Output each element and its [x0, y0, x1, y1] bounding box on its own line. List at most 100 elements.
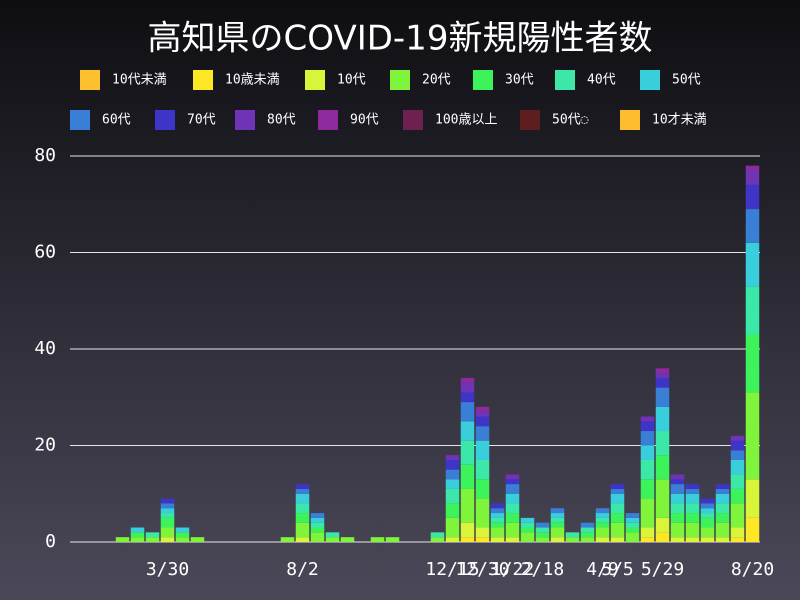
- bar-segment: [175, 527, 190, 533]
- bar-segment: [535, 537, 550, 542]
- bar-segment: [460, 392, 475, 403]
- bar-segment: [535, 532, 550, 538]
- bar-segment: [460, 488, 475, 523]
- bar-segment: [655, 455, 670, 480]
- bar-segment: [565, 532, 580, 538]
- bar-segment: [640, 445, 655, 460]
- bar-segment: [460, 522, 475, 538]
- bar-segment: [685, 484, 700, 489]
- bar-segment: [655, 479, 670, 518]
- bar-segment: [160, 527, 175, 538]
- bar-segment: [625, 513, 640, 518]
- bar-segment: [145, 532, 160, 538]
- bar-segment: [490, 508, 505, 514]
- bar-segment: [730, 527, 745, 538]
- bar-segment: [520, 532, 535, 542]
- bar-segment: [490, 527, 505, 538]
- bar-segment: [310, 517, 325, 523]
- bar-segment: [745, 334, 760, 393]
- bar-segment: [475, 479, 490, 499]
- bar-segment: [730, 474, 745, 489]
- bar-segment: [580, 537, 595, 542]
- bar-segment: [640, 498, 655, 528]
- x-tick-label: 3/30: [146, 559, 189, 580]
- bar-segment: [655, 517, 670, 533]
- bar-segment: [460, 402, 475, 422]
- bar-segment: [745, 517, 760, 542]
- bar-segment: [445, 459, 460, 470]
- bar-segment: [475, 426, 490, 441]
- bar-segment: [550, 522, 565, 528]
- bar-segment: [490, 513, 505, 518]
- bar-segment: [670, 474, 685, 480]
- bar-segment: [670, 503, 685, 514]
- y-tick-label: 80: [34, 145, 56, 166]
- bar-segment: [295, 484, 310, 489]
- bar-segment: [145, 537, 160, 542]
- bar-segment: [595, 508, 610, 514]
- bar-segment: [595, 513, 610, 518]
- bar-segment: [280, 537, 295, 542]
- bar-segment: [460, 377, 475, 383]
- bar-segment: [685, 503, 700, 514]
- bar-segment: [670, 484, 685, 494]
- bar-segment: [310, 522, 325, 528]
- bar-segment: [520, 522, 535, 528]
- legend-label: 70代: [187, 113, 216, 128]
- legend-label: 50代◌: [552, 113, 589, 128]
- bar-segment: [475, 537, 490, 542]
- legend-swatch: [620, 110, 640, 130]
- bar-segment: [505, 503, 520, 514]
- legend-swatch: [390, 70, 410, 90]
- bar-segment: [445, 455, 460, 460]
- bar-segment: [475, 416, 490, 427]
- bar-segment: [475, 498, 490, 528]
- bar-segment: [310, 527, 325, 533]
- bar-segment: [550, 508, 565, 514]
- bar-segment: [685, 493, 700, 504]
- bar-segment: [745, 209, 760, 243]
- bar-segment: [655, 377, 670, 388]
- bar-segment: [655, 532, 670, 542]
- legend-swatch: [473, 70, 493, 90]
- bar-segment: [310, 513, 325, 518]
- bar-segment: [550, 527, 565, 538]
- bar-segment: [175, 537, 190, 542]
- bar-segment: [505, 484, 520, 494]
- bar-segment: [505, 513, 520, 523]
- bar-segment: [160, 517, 175, 528]
- bar-segment: [160, 537, 175, 542]
- bar-segment: [550, 517, 565, 523]
- legend-label: 20代: [422, 73, 451, 88]
- bar-segment: [505, 537, 520, 542]
- bar-segment: [115, 537, 130, 542]
- bar-segment: [340, 537, 355, 542]
- bar-segment: [595, 527, 610, 538]
- bar-segment: [625, 532, 640, 542]
- bar-segment: [550, 537, 565, 542]
- y-tick-label: 60: [34, 242, 56, 263]
- bar-segment: [745, 286, 760, 335]
- bar-segment: [685, 513, 700, 523]
- bar-segment: [445, 503, 460, 518]
- bar-segment: [295, 522, 310, 538]
- legend-swatch: [555, 70, 575, 90]
- bar-segment: [715, 503, 730, 514]
- bar-segment: [505, 474, 520, 480]
- bar-segment: [490, 503, 505, 509]
- bar-segment: [535, 522, 550, 528]
- bar-segment: [700, 498, 715, 504]
- bar-segment: [610, 493, 625, 504]
- bar-segment: [715, 484, 730, 489]
- bar-segment: [460, 464, 475, 489]
- bar-segment: [670, 513, 685, 523]
- bar-segment: [640, 537, 655, 542]
- x-tick-label: 5/29: [641, 559, 684, 580]
- bar-segment: [490, 522, 505, 528]
- bar-segment: [610, 503, 625, 514]
- bar-segment: [715, 513, 730, 523]
- bar-segment: [325, 532, 340, 538]
- y-tick-label: 40: [34, 338, 56, 359]
- x-tick-label: 12/30: [455, 559, 509, 580]
- bar-segment: [730, 459, 745, 475]
